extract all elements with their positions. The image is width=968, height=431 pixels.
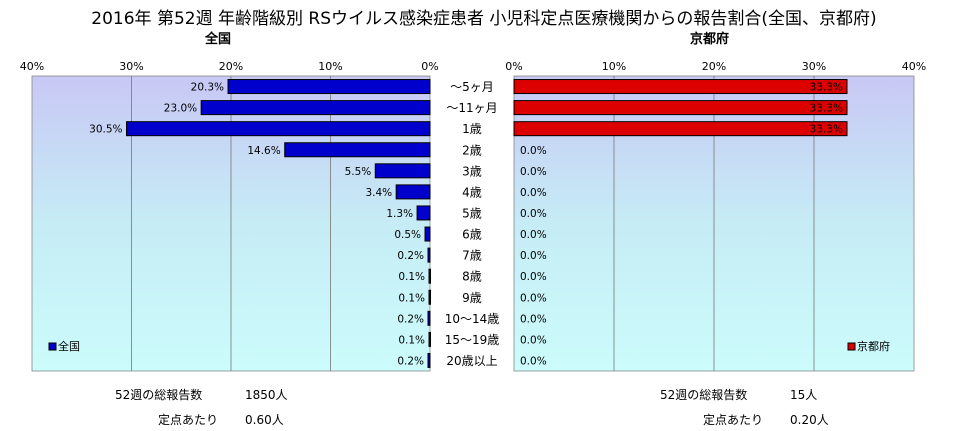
kyoto-data-label: 0.0% [520,166,547,178]
kyoto-total-value: 15人 [790,388,818,402]
kyoto-data-label: 0.0% [520,313,547,325]
national-data-label: 20.3% [191,82,224,94]
kyoto-tick-label: 30% [802,60,826,73]
national-data-label: 30.5% [89,124,122,136]
kyoto-tick-label: 20% [702,60,726,73]
chart-title: 2016年 第52週 年齢階級別 RSウイルス感染症患者 小児科定点医療機関から… [91,9,877,29]
national-bar [126,121,431,137]
category-label: ～11ヶ月 [446,101,497,115]
category-label: 10～14歳 [445,312,500,326]
national-legend-swatch [48,342,57,351]
national-data-label: 0.5% [394,229,421,241]
kyoto-data-label: 0.0% [520,208,547,220]
national-per-label: 定点あたり [158,413,219,427]
national-data-label: 14.6% [247,145,280,157]
kyoto-tick-label: 10% [602,60,626,73]
kyoto-per-label: 定点あたり [703,413,764,427]
kyoto-bar [513,79,848,95]
national-data-label: 5.5% [345,166,372,178]
national-bar [200,100,431,116]
panel-title-national: 全国 [205,32,232,47]
kyoto-data-label: 0.0% [520,271,547,283]
national-tick-label: 10% [318,60,342,73]
kyoto-data-label: 0.0% [520,229,547,241]
national-bar [424,226,431,242]
national-bar [374,163,431,179]
national-data-label: 0.1% [398,271,425,283]
kyoto-data-label: 0.0% [520,145,547,157]
national-bar [428,289,432,305]
kyoto-legend-label: 京都府 [857,339,890,353]
category-label: 4歳 [462,185,482,199]
kyoto-data-label: 0.0% [520,187,547,199]
kyoto-data-label: 0.0% [520,355,547,367]
national-tick-label: 0% [421,60,438,73]
kyoto-total-label: 52週の総報告数 [660,388,748,402]
national-data-label: 0.2% [397,250,424,262]
national-total-label: 52週の総報告数 [115,388,203,402]
national-tick-label: 40% [20,60,44,73]
national-data-label: 0.1% [398,292,425,304]
category-label: 9歳 [462,291,482,305]
category-label: 20歳以上 [446,354,497,368]
national-data-label: 3.4% [365,187,392,199]
category-label: 2歳 [462,143,482,157]
category-label: 5歳 [462,206,482,220]
kyoto-tick-label: 40% [902,60,926,73]
national-bar [395,184,431,200]
national-data-label: 0.2% [397,313,424,325]
category-label: 15～19歳 [445,333,500,347]
national-bar [428,331,432,347]
category-label: 3歳 [462,164,482,178]
kyoto-bar [513,121,848,137]
kyoto-data-label: 33.3% [810,82,843,94]
national-tick-label: 30% [119,60,143,73]
panel-title-kyoto: 京都府 [690,32,730,47]
national-bar [416,205,431,221]
national-bar [284,142,431,158]
category-label: 6歳 [462,228,482,242]
category-label: 1歳 [462,122,482,136]
category-label: 7歳 [462,249,482,263]
national-bar [427,352,431,368]
national-data-label: 0.1% [398,334,425,346]
national-data-label: 1.3% [386,208,413,220]
kyoto-per-value: 0.20人 [790,413,829,427]
national-bar [427,310,431,326]
kyoto-data-label: 33.3% [810,124,843,136]
national-per-value: 0.60人 [245,413,284,427]
category-label: ～5ヶ月 [450,80,494,94]
kyoto-bar [513,100,848,116]
national-bar [227,79,431,95]
category-label: 8歳 [462,270,482,284]
kyoto-legend-swatch [847,342,856,351]
national-data-label: 23.0% [164,103,197,115]
national-bar [427,247,431,263]
national-legend-label: 全国 [58,339,80,353]
national-total-value: 1850人 [245,388,288,402]
national-bar [428,268,432,284]
kyoto-data-label: 33.3% [810,103,843,115]
national-data-label: 0.2% [397,355,424,367]
kyoto-data-label: 0.0% [520,292,547,304]
national-tick-label: 20% [219,60,243,73]
kyoto-tick-label: 0% [505,60,522,73]
kyoto-data-label: 0.0% [520,250,547,262]
kyoto-data-label: 0.0% [520,334,547,346]
